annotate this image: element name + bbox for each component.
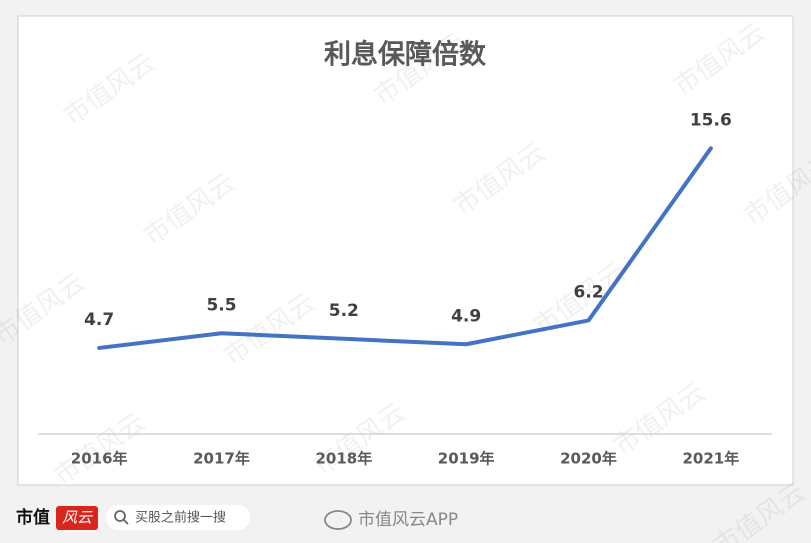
logo-text: 市值 (16, 507, 50, 528)
search-text[interactable]: 买股之前搜一搜 (135, 510, 226, 526)
account-name: 市值风云APP (358, 510, 458, 530)
logo-text: 风云 (62, 509, 93, 527)
logo-box (56, 506, 98, 530)
data-label: 5.5 (206, 295, 236, 315)
x-tick-label: 2018年 (315, 450, 372, 468)
x-tick-label: 2019年 (438, 450, 495, 468)
search-icon (114, 510, 126, 522)
watermark: 市值风云 (709, 477, 811, 543)
data-label: 4.7 (84, 310, 114, 330)
chart-frame (17, 15, 794, 486)
x-tick-label: 2016年 (71, 450, 128, 468)
data-label: 6.2 (573, 282, 603, 302)
chart-title: 利息保障倍数 (324, 39, 487, 71)
x-tick-label: 2017年 (193, 450, 250, 468)
line (97, 146, 713, 350)
search-box[interactable] (106, 505, 250, 530)
weibo-icon (324, 510, 352, 530)
data-label: 4.9 (451, 306, 481, 326)
data-label: 15.6 (690, 110, 732, 130)
plot: 2016年 2017年 2018年 2019年 2020年 2021年 4.7 5.5 5.2 4… (71, 110, 739, 467)
data-label: 5.2 (329, 301, 359, 321)
x-tick-label: 2020年 (560, 450, 617, 468)
x-tick-label: 2021年 (682, 450, 739, 468)
search-icon (123, 519, 129, 525)
